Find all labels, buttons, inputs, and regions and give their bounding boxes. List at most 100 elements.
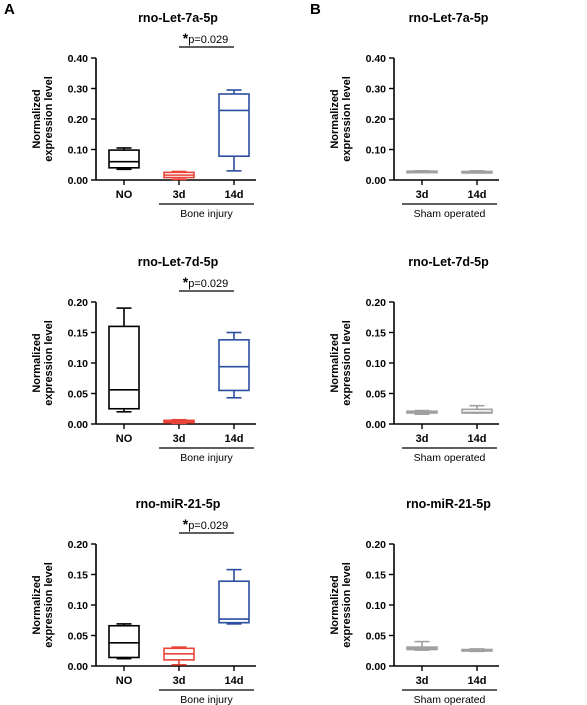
x-tick-label: NO: [116, 189, 133, 201]
box-NO: [108, 147, 140, 171]
p-value: p=0.029: [188, 278, 228, 290]
chart-title: rno-Let-7a-5p: [409, 11, 489, 25]
p-value: p=0.029: [188, 34, 228, 46]
iqr-box: [108, 325, 140, 410]
group-label: Sham operated: [414, 694, 486, 705]
group-label: Sham operated: [414, 208, 486, 220]
chart-title: rno-miR-21-5p: [136, 497, 221, 511]
x-tick-label: 14d: [468, 675, 487, 687]
y-axis-label: Normalized: [31, 89, 43, 148]
chart-b-row-2: rno-miR-21-5p Normalized expression level 0…: [329, 497, 499, 705]
y-tick-label: 0.10: [68, 358, 89, 370]
significance-star: *: [183, 30, 189, 46]
x-tick-label: 3d: [173, 433, 186, 445]
iqr-box: [108, 624, 140, 659]
chart-a-row-0: rno-Let-7a-5p Normalized expression level 0…: [31, 11, 256, 220]
y-tick-label: 0.15: [68, 569, 89, 581]
x-tick-label: NO: [116, 675, 133, 687]
y-tick-label: 0.15: [366, 569, 387, 581]
box-14d: [461, 170, 493, 174]
x-tick-label: NO: [116, 433, 133, 445]
box-NO: [108, 307, 140, 413]
y-axis-label: expression level: [341, 76, 353, 162]
box-14d: [461, 404, 493, 414]
y-tick-label: 0.15: [366, 327, 387, 339]
chart-b-row-1: rno-Let-7d-5p Normalized expression level 0…: [329, 255, 499, 464]
chart-title: rno-Let-7d-5p: [138, 255, 219, 269]
y-tick-label: 0.20: [366, 114, 387, 126]
box-3d: [406, 409, 438, 416]
x-tick-label: 3d: [416, 189, 429, 201]
y-tick-label: 0.00: [68, 661, 89, 673]
box-3d: [163, 418, 195, 425]
x-tick-label: 14d: [225, 675, 244, 687]
significance-label: *p=0.029: [183, 274, 229, 290]
group-label: Bone injury: [180, 694, 233, 705]
chart-title: rno-miR-21-5p: [406, 497, 491, 511]
group-label: Bone injury: [180, 452, 233, 464]
y-tick-label: 0.00: [68, 419, 89, 431]
y-tick-label: 0.10: [366, 144, 387, 156]
y-tick-label: 0.00: [366, 419, 387, 431]
box-3d: [406, 640, 438, 651]
p-value: p=0.029: [188, 520, 228, 532]
y-tick-label: 0.05: [68, 630, 89, 642]
iqr-box: [218, 339, 250, 392]
box-NO: [108, 623, 140, 660]
box-14d: [218, 331, 250, 399]
y-tick-label: 0.30: [68, 83, 89, 95]
y-axis-label: Normalized: [31, 333, 43, 392]
iqr-box: [218, 580, 250, 624]
y-axis-label: expression level: [43, 76, 55, 162]
significance-label: *p=0.029: [183, 30, 229, 46]
box-14d: [218, 568, 250, 625]
box-14d: [218, 89, 250, 172]
significance-star: *: [183, 516, 189, 532]
chart-title: rno-Let-7d-5p: [408, 255, 489, 269]
y-axis-label: expression level: [341, 320, 353, 406]
y-axis-label: Normalized: [329, 575, 341, 634]
panel-a-letter: A: [4, 1, 15, 18]
y-tick-label: 0.30: [366, 83, 387, 95]
y-tick-label: 0.05: [68, 388, 89, 400]
x-tick-label: 14d: [468, 189, 487, 201]
y-tick-label: 0.40: [366, 53, 387, 65]
iqr-box: [108, 149, 140, 169]
y-tick-label: 0.20: [68, 539, 89, 551]
y-tick-label: 0.05: [366, 388, 387, 400]
y-tick-label: 0.40: [68, 53, 89, 65]
y-tick-label: 0.00: [68, 175, 89, 187]
chart-title: rno-Let-7a-5p: [138, 11, 218, 25]
x-tick-label: 3d: [173, 189, 186, 201]
panel-b-letter: B: [310, 1, 321, 18]
box-14d: [461, 648, 493, 653]
chart-a-row-1: rno-Let-7d-5p Normalized expression level 0…: [31, 255, 256, 464]
box-3d: [406, 170, 438, 174]
y-axis-label: Normalized: [329, 89, 341, 148]
box-3d: [163, 170, 195, 181]
chart-b-row-0: rno-Let-7a-5p Normalized expression level 0…: [329, 11, 499, 220]
y-tick-label: 0.10: [68, 144, 89, 156]
group-label: Bone injury: [180, 208, 233, 220]
y-axis-label: expression level: [341, 562, 353, 648]
chart-a-row-2: rno-miR-21-5p Normalized expression level 0…: [31, 497, 256, 705]
y-tick-label: 0.15: [68, 327, 89, 339]
y-tick-label: 0.20: [366, 539, 387, 551]
x-tick-label: 3d: [416, 675, 429, 687]
y-tick-label: 0.00: [366, 175, 387, 187]
x-tick-label: 14d: [468, 433, 487, 445]
y-axis-label: expression level: [43, 562, 55, 648]
y-axis-label: Normalized: [31, 575, 43, 634]
y-tick-label: 0.10: [366, 600, 387, 612]
y-tick-label: 0.10: [366, 358, 387, 370]
x-tick-label: 3d: [416, 433, 429, 445]
group-label: Sham operated: [414, 452, 486, 464]
y-axis-label: expression level: [43, 320, 55, 406]
iqr-box: [218, 93, 250, 158]
y-tick-label: 0.20: [366, 297, 387, 309]
x-tick-label: 14d: [225, 433, 244, 445]
x-tick-label: 14d: [225, 189, 244, 201]
y-tick-label: 0.10: [68, 600, 89, 612]
